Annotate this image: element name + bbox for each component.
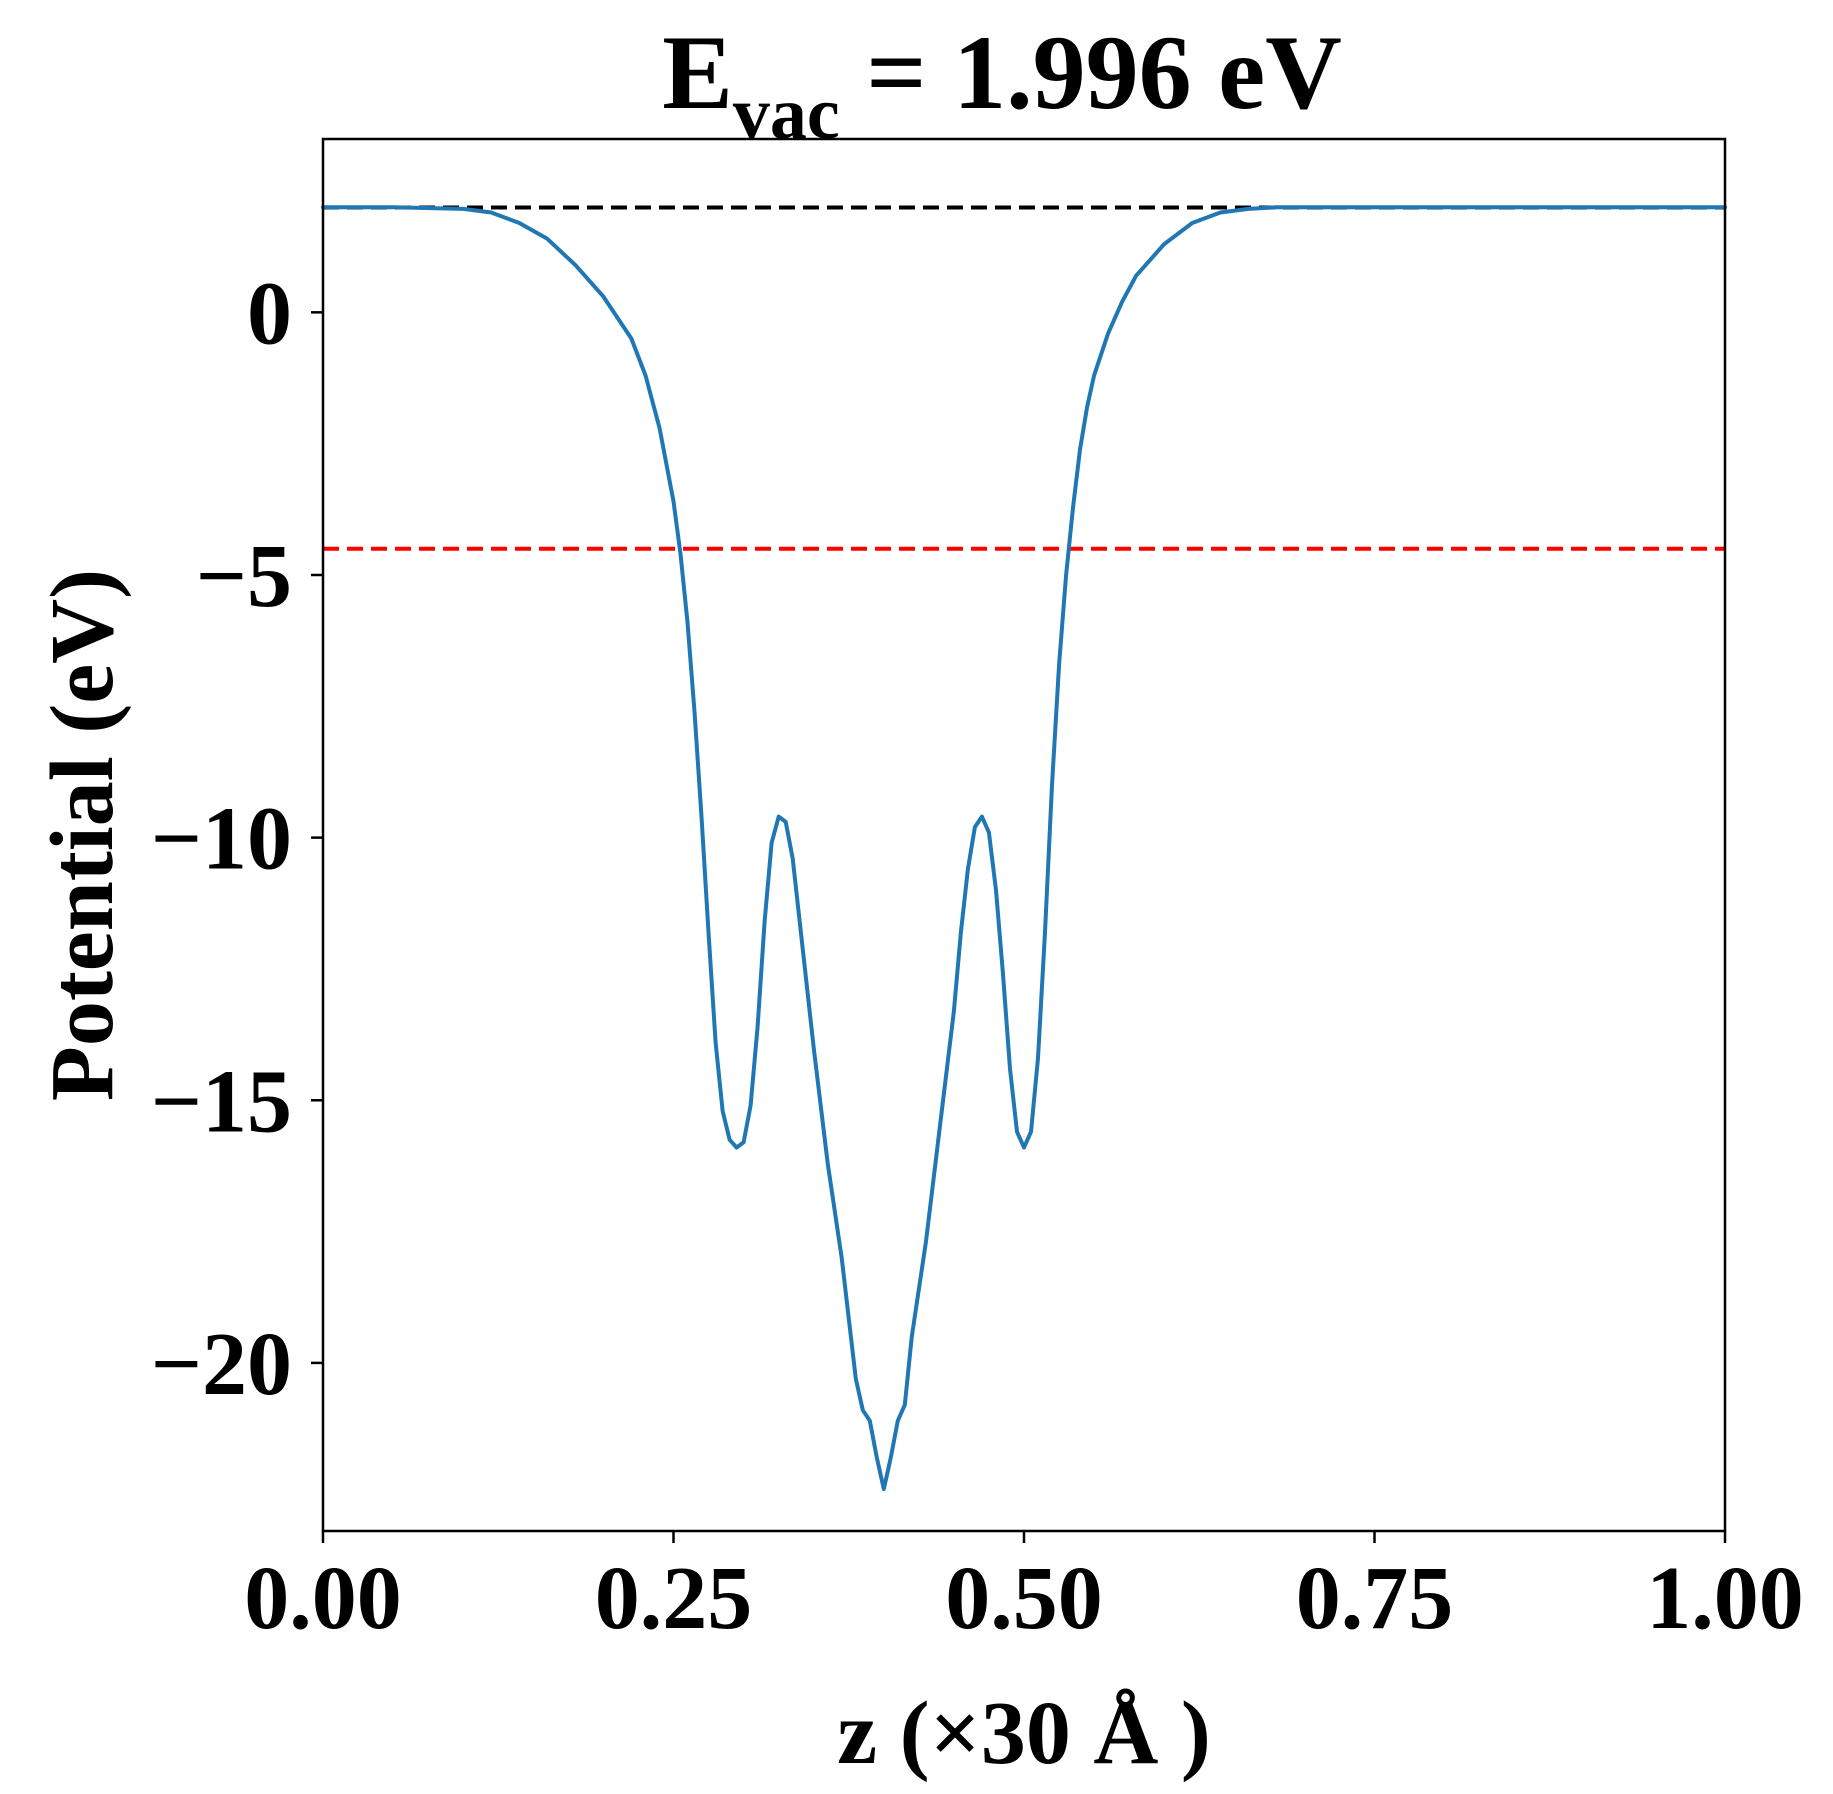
y-tick-label: 0 bbox=[247, 264, 292, 363]
reference-lines bbox=[323, 205, 1725, 551]
chart-title-subscript: vac bbox=[733, 73, 840, 155]
y-tick-label: −20 bbox=[151, 1315, 292, 1414]
y-tick-label: −15 bbox=[151, 1052, 292, 1151]
y-axis-ticks: 0 −5 −10 −15 −20 bbox=[151, 264, 323, 1414]
x-tick-label: 0.00 bbox=[244, 1549, 402, 1648]
series-line-0 bbox=[321, 205, 1727, 1491]
x-tick-label: 0.75 bbox=[1296, 1549, 1454, 1648]
chart-title-main: E bbox=[662, 14, 733, 131]
y-tick-label: −5 bbox=[196, 527, 292, 626]
y-tick-label: −10 bbox=[151, 790, 292, 889]
series-layer bbox=[321, 205, 1727, 1491]
x-axis-label: z (×30 Å ) bbox=[837, 1684, 1211, 1783]
x-tick-label: 0.50 bbox=[945, 1549, 1103, 1648]
y-axis-label: Potential (eV) bbox=[33, 569, 132, 1101]
plot-area-frame bbox=[321, 137, 1727, 1533]
chart-title: Evac = 1.996 eV bbox=[662, 14, 1342, 155]
x-tick-label: 1.00 bbox=[1646, 1549, 1804, 1648]
x-axis-ticks: 0.00 0.25 0.50 0.75 1.00 bbox=[244, 1531, 1804, 1648]
chart-title-rest: = 1.996 eV bbox=[840, 14, 1342, 131]
x-tick-label: 0.25 bbox=[595, 1549, 753, 1648]
